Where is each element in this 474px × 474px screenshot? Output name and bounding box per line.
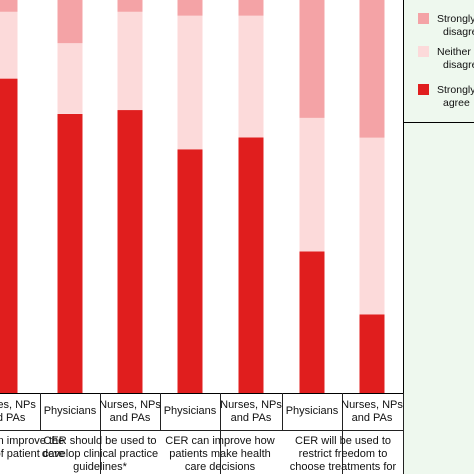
bar-segment-strongly-agree-1 xyxy=(57,114,83,393)
category-label-5: Physicians xyxy=(286,405,339,417)
bar-segment-neither-1 xyxy=(57,43,83,114)
legend: Stronglydisagree Neitherdisagree Stronglya… xyxy=(404,13,474,123)
legend-label-2: Strongly agree xyxy=(437,84,474,109)
bar-segment-neither-5 xyxy=(299,117,325,252)
category-label-4: Nurses, NPs and PAs xyxy=(220,399,282,424)
bar-segment-strongly-agree-6 xyxy=(359,314,385,393)
bar-segment-strongly-disagree-4 xyxy=(238,0,264,16)
legend-label-0: Stronglydisagree xyxy=(437,13,474,38)
bar-segment-strongly-disagree-1 xyxy=(57,0,83,44)
bar-segment-strongly-agree-5 xyxy=(299,251,325,393)
bar-segment-strongly-agree-4 xyxy=(238,137,264,393)
bar-segment-strongly-disagree-6 xyxy=(359,0,385,138)
legend-swatch-0 xyxy=(418,13,429,24)
bar-segment-neither-6 xyxy=(359,137,385,315)
legend-panel-background xyxy=(403,0,474,474)
bar-segment-strongly-disagree-3 xyxy=(177,0,203,16)
bars-layer xyxy=(0,0,385,393)
group-label-0: CER can improve thequality of patient ca… xyxy=(0,435,64,460)
legend-label-1: Neitherdisagree xyxy=(437,46,474,71)
category-label-2: Nurses, NPs and PAs xyxy=(99,399,161,424)
legend-swatch-1 xyxy=(418,46,429,57)
bar-segment-neither-3 xyxy=(177,15,203,150)
legend-swatch-2 xyxy=(418,84,429,95)
bar-segment-neither-2 xyxy=(117,11,143,111)
group-label-2: CER can improve how patients make health c… xyxy=(165,435,274,473)
category-label-3: Physicians xyxy=(164,405,217,417)
group-label-1: CER should be used to develop clinical pr… xyxy=(42,435,158,473)
group-label-3: CER will be used to restrict freedom to ch… xyxy=(290,435,397,473)
bar-segment-strongly-disagree-0 xyxy=(0,0,18,12)
category-label-1: Physicians xyxy=(44,405,97,417)
bar-segment-strongly-agree-0 xyxy=(0,78,18,393)
bar-segment-strongly-disagree-5 xyxy=(299,0,325,118)
bar-segment-strongly-agree-2 xyxy=(117,110,143,393)
bar-segment-strongly-agree-3 xyxy=(177,149,203,393)
bar-segment-strongly-disagree-2 xyxy=(117,0,143,12)
bar-segment-neither-0 xyxy=(0,11,18,79)
bar-segment-neither-4 xyxy=(238,15,264,138)
category-label-6: Nurses, NPs and PAs xyxy=(341,399,403,424)
